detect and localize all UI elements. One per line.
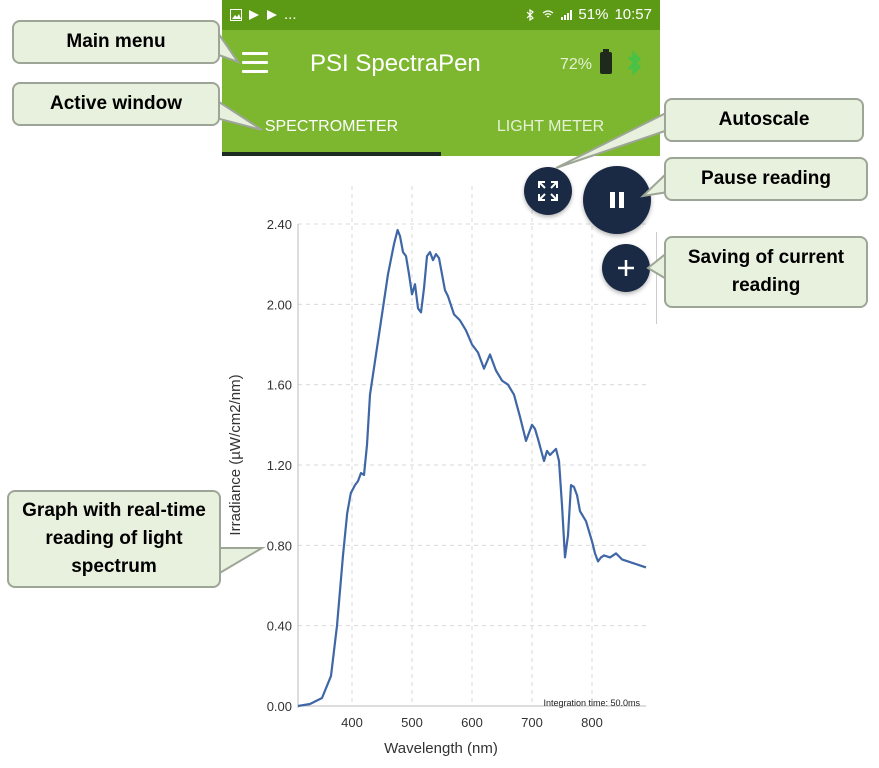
callout-main-menu: Main menu bbox=[12, 20, 220, 64]
pause-icon bbox=[610, 192, 624, 208]
tab-bar: SPECTROMETER LIGHT METER bbox=[222, 100, 660, 156]
autoscale-button[interactable] bbox=[524, 167, 572, 215]
y-tick-label: 0.40 bbox=[267, 619, 292, 634]
status-time: 10:57 bbox=[614, 6, 652, 23]
integration-time-label: Integration time: 50.0ms bbox=[543, 698, 640, 708]
chart-axes bbox=[297, 224, 646, 708]
signal-icon bbox=[561, 9, 573, 20]
x-axis-label: Wavelength (nm) bbox=[384, 740, 498, 757]
active-tab-indicator bbox=[222, 152, 441, 156]
x-tick-label: 400 bbox=[341, 715, 363, 730]
save-reading-button[interactable] bbox=[602, 244, 650, 292]
wifi-icon bbox=[543, 9, 554, 17]
x-tick-label: 500 bbox=[401, 715, 423, 730]
expand-icon bbox=[538, 181, 558, 201]
play-store-icon bbox=[267, 9, 277, 20]
pointer-active-window bbox=[215, 98, 263, 131]
status-ellipsis: ... bbox=[284, 6, 297, 23]
play-store-icon bbox=[249, 9, 259, 20]
side-divider bbox=[656, 232, 657, 324]
app-title: PSI SpectraPen bbox=[310, 50, 481, 77]
y-tick-label: 0.00 bbox=[267, 699, 292, 714]
callout-saving-reading: Saving of current reading bbox=[664, 236, 868, 308]
spectrum-series-line bbox=[297, 228, 647, 708]
y-tick-label: 2.00 bbox=[267, 297, 292, 312]
device-battery-level: 72% bbox=[560, 56, 593, 73]
tab-light-meter[interactable]: LIGHT METER bbox=[496, 118, 605, 135]
status-bar: ... 51% 10:57 bbox=[222, 0, 660, 30]
bluetooth-icon bbox=[526, 8, 535, 21]
callout-pause-reading: Pause reading bbox=[664, 157, 868, 201]
x-tick-label: 600 bbox=[461, 715, 483, 730]
app-bar: PSI SpectraPen 72% bbox=[222, 30, 660, 100]
y-axis-label: Irradiance (µW/cm2/nm) bbox=[227, 374, 244, 535]
status-battery: 51% bbox=[578, 6, 609, 23]
callout-active-window: Active window bbox=[12, 82, 220, 126]
bluetooth-icon bbox=[627, 50, 642, 76]
y-tick-label: 2.40 bbox=[267, 217, 292, 232]
x-tick-label: 800 bbox=[581, 715, 603, 730]
y-tick-label: 1.20 bbox=[267, 458, 292, 473]
plus-icon bbox=[618, 260, 634, 276]
callout-autoscale: Autoscale bbox=[664, 98, 864, 142]
callout-graph: Graph with real-time reading of light sp… bbox=[7, 490, 221, 588]
tab-spectrometer[interactable]: SPECTROMETER bbox=[264, 118, 399, 135]
pause-button[interactable] bbox=[583, 166, 651, 234]
spectrum-chart: 0.00 0.40 0.80 1.20 1.60 2.00 2.40 400 500 600 700… bbox=[227, 186, 647, 757]
y-tick-label: 0.80 bbox=[267, 538, 292, 553]
y-tick-label: 1.60 bbox=[267, 378, 292, 393]
chart-grid bbox=[298, 186, 646, 706]
pointer-autoscale bbox=[555, 110, 669, 169]
phone-screen: ... 51% 10:57 PSI SpectraPen 72% SPECTRO… bbox=[222, 0, 660, 768]
hamburger-icon[interactable] bbox=[242, 52, 268, 74]
chart-ticks: 0.00 0.40 0.80 1.20 1.60 2.00 2.40 400 500 600 700… bbox=[267, 217, 603, 730]
pointer-graph bbox=[217, 547, 266, 576]
battery-icon bbox=[600, 49, 612, 74]
image-icon bbox=[230, 8, 242, 21]
x-tick-label: 700 bbox=[521, 715, 543, 730]
